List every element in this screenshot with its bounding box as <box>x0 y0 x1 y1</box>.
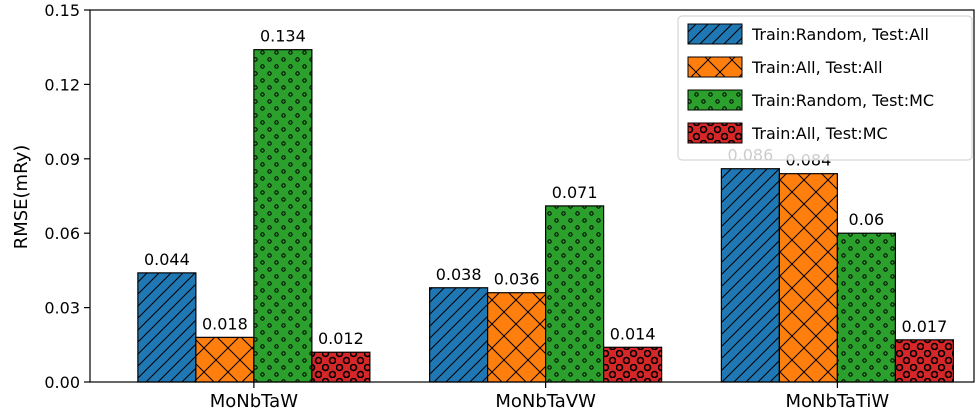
data-label: 0.014 <box>610 324 656 343</box>
data-label: 0.071 <box>552 183 598 202</box>
data-label: 0.018 <box>202 314 248 333</box>
x-tick-label: MoNbTaTiW <box>786 391 890 412</box>
bar-hatch <box>195 336 255 383</box>
bars <box>137 49 954 383</box>
legend-swatch-hatch <box>687 89 743 111</box>
data-label: 0.038 <box>436 265 482 284</box>
legend-swatch-hatch <box>687 23 743 45</box>
legend-label: Train:All, Test:MC <box>751 124 888 143</box>
legend-box <box>677 15 973 161</box>
data-label: 0.017 <box>901 317 947 336</box>
bar-hatch <box>778 173 838 383</box>
bar-hatch <box>487 292 547 383</box>
bar-hatch <box>603 346 663 383</box>
x-axis-ticks: MoNbTaW MoNbTaVW MoNbTaTiW <box>210 382 890 412</box>
data-label: 0.06 <box>849 210 885 229</box>
legend-label: Train:Random, Test:MC <box>751 91 934 110</box>
data-label: 0.044 <box>144 250 190 269</box>
x-tick-label: MoNbTaVW <box>495 391 596 412</box>
legend-swatch-hatch <box>687 56 743 78</box>
y-tick-label: 0.03 <box>44 299 80 318</box>
bar-hatch <box>894 339 954 383</box>
data-label: 0.036 <box>494 270 540 289</box>
y-tick-label: 0.00 <box>44 373 80 392</box>
y-tick-label: 0.12 <box>44 75 80 94</box>
data-label: 0.134 <box>260 27 306 46</box>
data-label: 0.012 <box>318 329 364 348</box>
y-tick-label: 0.06 <box>44 224 80 243</box>
legend: Train:Random, Test:All Train:All, Test:Al… <box>677 15 973 161</box>
y-axis-ticks: 0.00 0.03 0.06 0.09 0.12 0.15 <box>44 1 90 392</box>
bar-hatch <box>429 287 489 383</box>
x-tick-label: MoNbTaW <box>210 391 298 412</box>
y-axis-title: RMSE(mRy) <box>11 145 32 250</box>
y-tick-label: 0.15 <box>44 1 80 20</box>
legend-label: Train:Random, Test:All <box>751 25 929 44</box>
legend-swatch-hatch <box>687 122 743 144</box>
bar-hatch <box>720 168 780 383</box>
bar-hatch <box>137 272 197 383</box>
bar-hatch <box>253 49 313 383</box>
bar-hatch <box>545 205 605 383</box>
y-tick-label: 0.09 <box>44 150 80 169</box>
legend-label: Train:All, Test:All <box>751 58 883 77</box>
bar-hatch <box>311 351 371 383</box>
bar-hatch <box>836 232 896 383</box>
plot-frame <box>89 9 975 383</box>
